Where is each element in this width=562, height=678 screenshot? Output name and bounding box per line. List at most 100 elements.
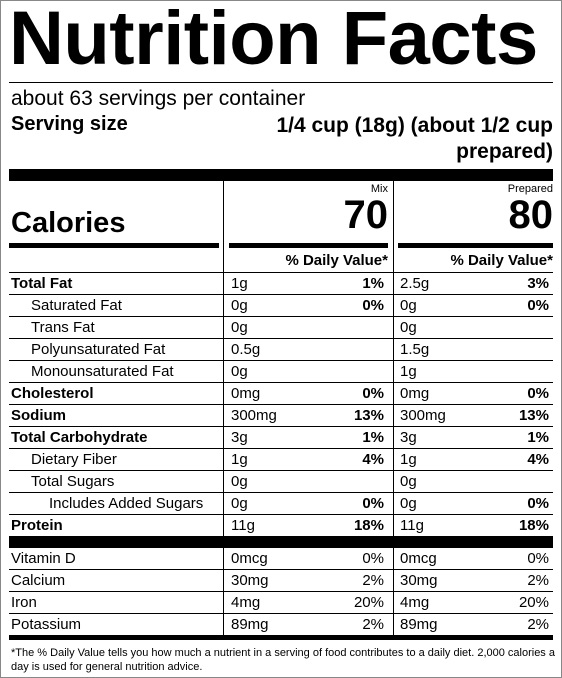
amount: 0g — [231, 473, 248, 490]
daily-value: 2% — [362, 616, 384, 633]
nutrient-name: Vitamin D — [11, 550, 76, 567]
nutrient-name: Includes Added Sugars — [49, 495, 204, 512]
rule — [9, 514, 553, 515]
amount: 4mg — [400, 594, 430, 611]
daily-value: 2% — [362, 572, 384, 589]
daily-value: 0% — [527, 297, 549, 314]
daily-value: 1% — [362, 429, 384, 446]
amount: 1g — [400, 451, 417, 468]
nutrient-name: Saturated Fat — [31, 297, 122, 314]
daily-value-header: % Daily Value* — [285, 252, 388, 269]
amount: 4mg — [231, 594, 261, 611]
amount: 0mg — [231, 385, 261, 402]
amount: 0g — [400, 297, 417, 314]
thick-rule — [229, 243, 388, 248]
title: Nutrition Facts — [9, 0, 538, 81]
daily-value-header: % Daily Value* — [450, 252, 553, 269]
amount: 300mg — [231, 407, 277, 424]
rule — [9, 569, 553, 570]
column-divider — [223, 181, 224, 638]
thick-rule — [9, 243, 219, 248]
daily-value: 18% — [518, 517, 549, 534]
nutrient-name: Polyunsaturated Fat — [31, 341, 166, 358]
amount: 0g — [231, 319, 248, 336]
calories-value: 80 — [508, 193, 554, 237]
amount: 0g — [400, 473, 417, 490]
nutrient-name: Potassium — [11, 616, 82, 633]
daily-value: 3% — [527, 275, 549, 292]
column-name: Prepared — [507, 183, 553, 195]
serving-size-label: Serving size — [11, 113, 128, 135]
nutrient-name: Total Fat — [11, 275, 73, 292]
daily-value: 1% — [527, 429, 549, 446]
amount: 1g — [231, 451, 248, 468]
amount: 1.5g — [400, 341, 430, 358]
daily-value: 13% — [353, 407, 384, 424]
thick-rule — [9, 635, 553, 640]
daily-value: 20% — [518, 594, 549, 611]
amount: 0mcg — [400, 550, 437, 567]
amount: 11g — [400, 517, 424, 534]
thick-rule — [398, 243, 553, 248]
nutrient-name: Dietary Fiber — [31, 451, 117, 468]
rule — [9, 272, 553, 273]
nutrient-name: Monounsaturated Fat — [31, 363, 174, 380]
daily-value: 0% — [527, 495, 549, 512]
amount: 1g — [400, 363, 417, 380]
amount: 30mg — [231, 572, 269, 589]
calories-value: 70 — [343, 193, 389, 237]
amount: 1g — [231, 275, 248, 292]
nutrient-name: Cholesterol — [11, 385, 94, 402]
rule — [9, 613, 553, 614]
amount: 11g — [231, 517, 255, 534]
amount: 0mcg — [231, 550, 268, 567]
nutrient-name: Iron — [11, 594, 37, 611]
servings: about 63 servings per container — [11, 87, 306, 110]
daily-value: 2% — [527, 616, 549, 633]
amount: 30mg — [400, 572, 438, 589]
rule — [9, 426, 553, 427]
rule — [9, 404, 553, 405]
daily-value: 0% — [362, 550, 384, 567]
nutrient-name: Total Sugars — [31, 473, 115, 490]
column-name: Mix — [370, 183, 388, 195]
daily-value: 0% — [362, 297, 384, 314]
nutrient-name: Sodium — [11, 407, 66, 424]
rule — [9, 294, 553, 295]
serving-size-value: 1/4 cup (18g) (about 1/2 cup prepared) — [276, 114, 553, 163]
rule — [9, 360, 553, 361]
daily-value: 0% — [362, 495, 384, 512]
rule — [9, 82, 553, 83]
nutrient-name: Trans Fat — [31, 319, 95, 336]
thick-rule — [9, 169, 553, 181]
daily-value: 4% — [362, 451, 384, 468]
amount: 0g — [400, 495, 417, 512]
daily-value: 2% — [527, 572, 549, 589]
thick-rule — [9, 536, 553, 548]
amount: 3g — [400, 429, 417, 446]
rule — [9, 338, 553, 339]
daily-value: 0% — [527, 550, 549, 567]
amount: 0.5g — [231, 341, 261, 358]
daily-value: 0% — [362, 385, 384, 402]
amount: 0g — [231, 363, 248, 380]
amount: 0g — [231, 297, 248, 314]
rule — [9, 448, 553, 449]
rule — [9, 492, 553, 493]
column-divider — [393, 181, 394, 638]
amount: 89mg — [231, 616, 269, 633]
daily-value: 4% — [527, 451, 549, 468]
daily-value: 20% — [353, 594, 384, 611]
nutrient-name: Total Carbohydrate — [11, 429, 148, 446]
amount: 0mg — [400, 385, 430, 402]
rule — [9, 470, 553, 471]
rule — [9, 382, 553, 383]
amount: 2.5g — [400, 275, 430, 292]
amount: 0g — [231, 495, 248, 512]
rule — [9, 591, 553, 592]
daily-value: 13% — [518, 407, 549, 424]
footnote: *The % Daily Value tells you how much a … — [11, 647, 555, 673]
calories-label: Calories — [11, 207, 126, 239]
rule — [9, 316, 553, 317]
